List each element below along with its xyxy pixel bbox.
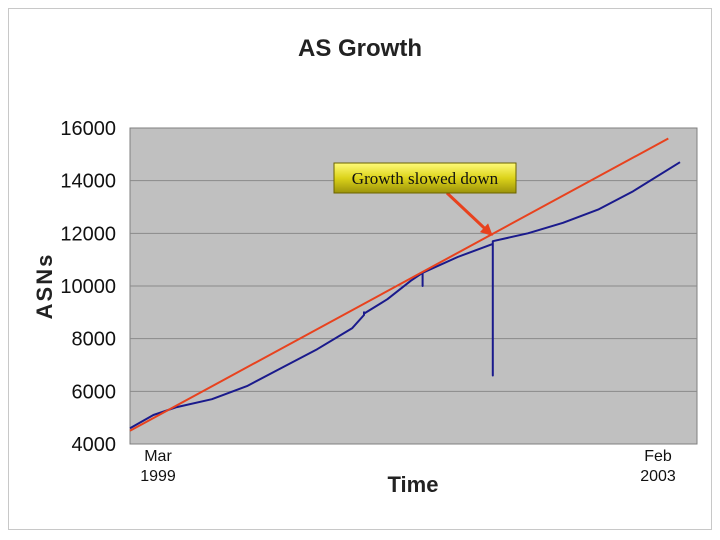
callout-box (333, 162, 517, 194)
annotation-callout: Growth slowed down (333, 162, 517, 236)
y-tick-label: 10000 (60, 276, 116, 298)
y-tick-labels: 16000 14000 12000 10000 8000 6000 4000 (60, 118, 116, 456)
y-tick-label: 4000 (72, 434, 117, 456)
callout-arrow (445, 191, 490, 233)
x-axis-label: Time (388, 472, 439, 497)
y-tick-label: 12000 (60, 223, 116, 245)
x-start-month: Mar (144, 448, 172, 465)
trend-line-series (129, 137, 669, 432)
y-tick-label: 6000 (72, 381, 117, 403)
x-end-month: Feb (644, 448, 672, 465)
chart-title: AS Growth (298, 35, 422, 62)
y-tick-label: 16000 (60, 118, 116, 140)
y-tick-label: 14000 (60, 171, 116, 193)
gridlines (130, 180, 697, 392)
x-end-year: 2003 (640, 468, 676, 485)
x-start-year: 1999 (140, 468, 176, 485)
callout-text: Growth slowed down (352, 169, 499, 188)
callout-arrowhead (479, 223, 493, 236)
y-tick-label: 8000 (72, 329, 117, 351)
asn-count-series (129, 161, 681, 430)
y-axis-label: ASNs (32, 253, 57, 320)
